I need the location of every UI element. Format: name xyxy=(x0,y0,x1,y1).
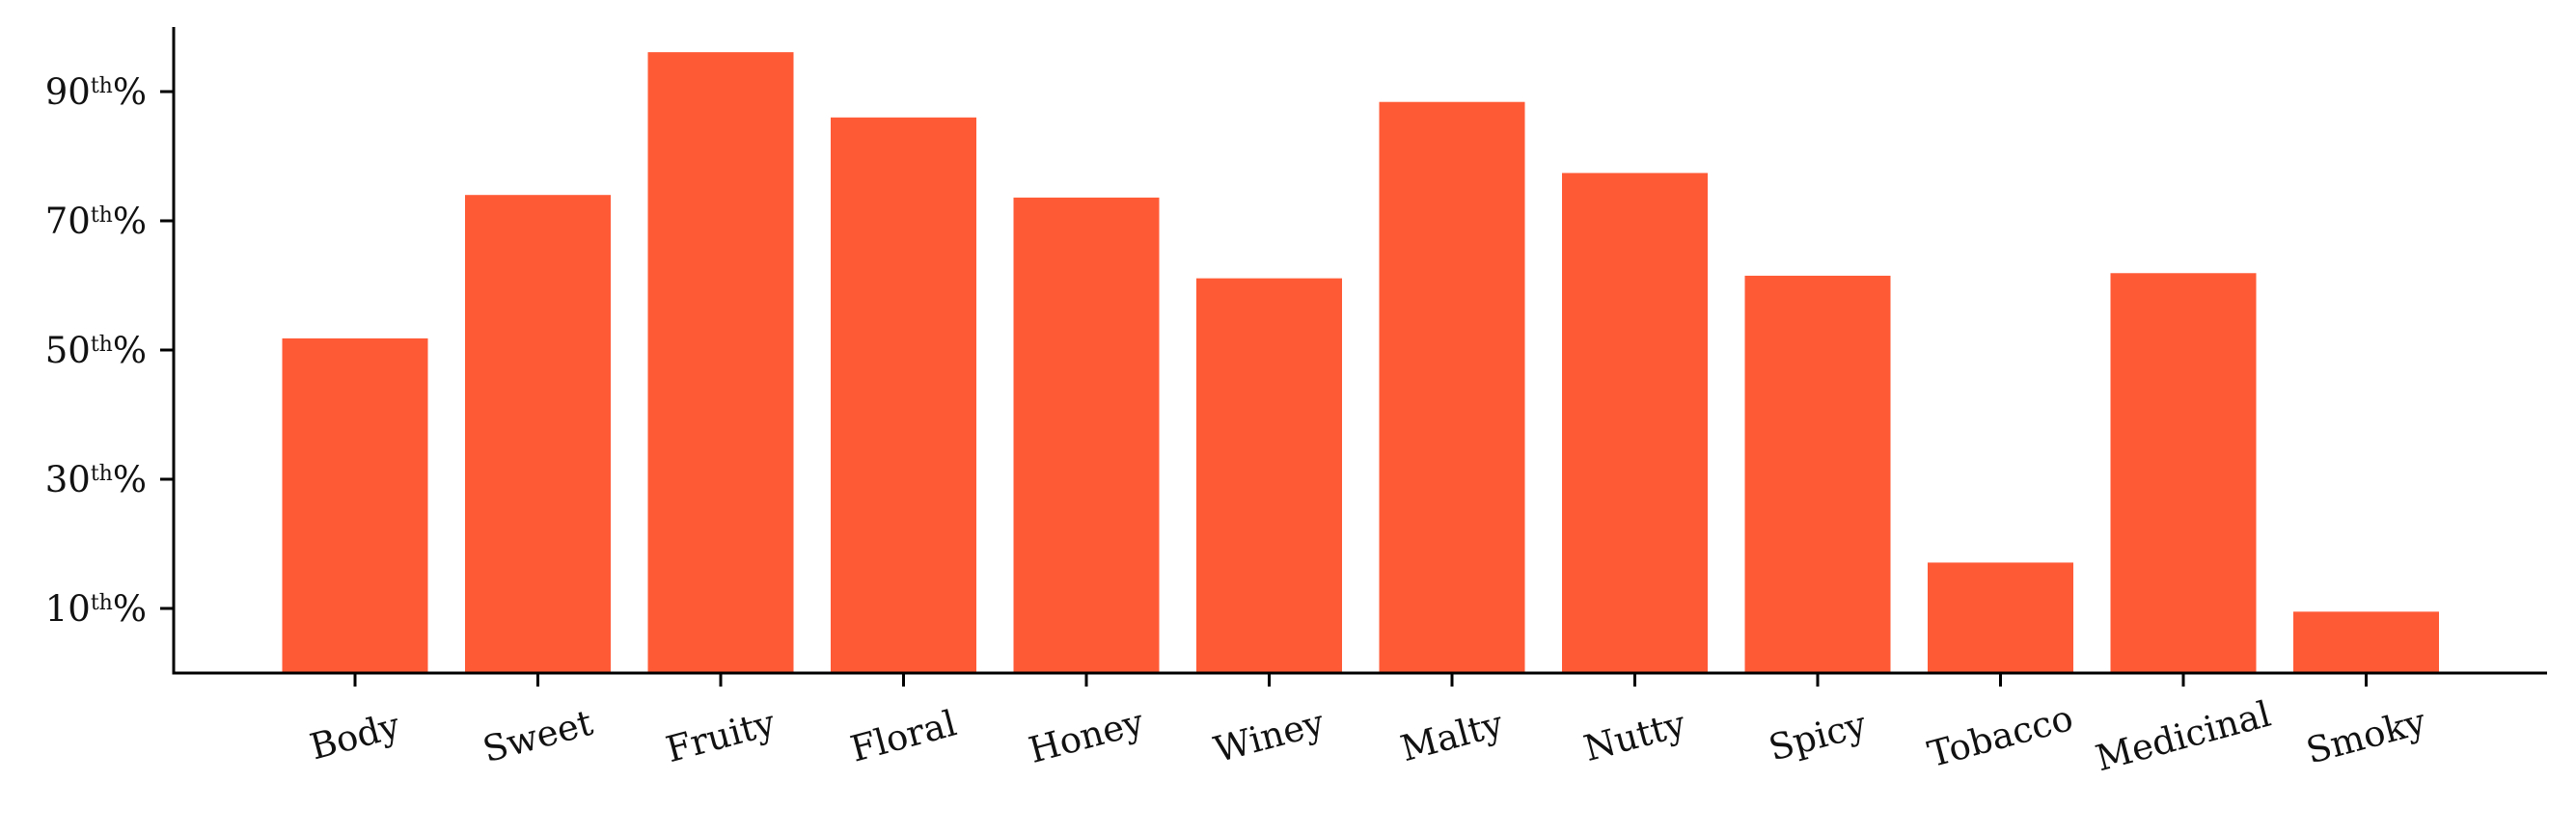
bar-malty xyxy=(1379,101,1525,674)
x-tick-label: Medicinal xyxy=(2092,693,2275,780)
y-tick-label: 70th% xyxy=(45,201,147,242)
x-tick-label: Sweet xyxy=(479,702,597,771)
x-tick-label: Floral xyxy=(846,702,961,769)
bar-sweet xyxy=(465,195,611,673)
bar-body xyxy=(282,337,428,673)
x-tick-label: Tobacco xyxy=(1924,697,2077,775)
y-tick-label: 50th% xyxy=(45,330,147,371)
y-axis-ticks: 10th% 30th% 50th% 70th% 90th% xyxy=(45,71,174,630)
y-tick-label: 10th% xyxy=(45,588,147,630)
x-tick-label: Malty xyxy=(1396,703,1507,769)
bar-winey xyxy=(1196,278,1342,673)
bar-smoky xyxy=(2293,611,2439,673)
x-tick-label: Fruity xyxy=(662,702,780,770)
x-tick-label: Body xyxy=(306,705,404,769)
y-tick-label: 30th% xyxy=(45,459,147,500)
bar-nutty xyxy=(1562,173,1708,674)
x-tick-label: Nutty xyxy=(1579,703,1689,769)
x-tick-label: Spicy xyxy=(1765,703,1871,769)
bar-honey xyxy=(1013,197,1160,673)
bar-spicy xyxy=(1744,275,1891,673)
bar-fruity xyxy=(647,52,794,673)
bar-floral xyxy=(831,117,976,674)
x-tick-label: Smoky xyxy=(2302,700,2430,771)
bars-group xyxy=(282,52,2439,674)
x-axis-ticks: Body Sweet Fruity Floral Honey Winey Malty Nutt… xyxy=(306,673,2430,779)
y-tick-label: 90th% xyxy=(45,71,147,113)
x-tick-label: Honey xyxy=(1025,701,1148,771)
bar-tobacco xyxy=(1928,562,2073,673)
x-tick-label: Winey xyxy=(1210,702,1329,771)
bar-medicinal xyxy=(2110,273,2257,673)
